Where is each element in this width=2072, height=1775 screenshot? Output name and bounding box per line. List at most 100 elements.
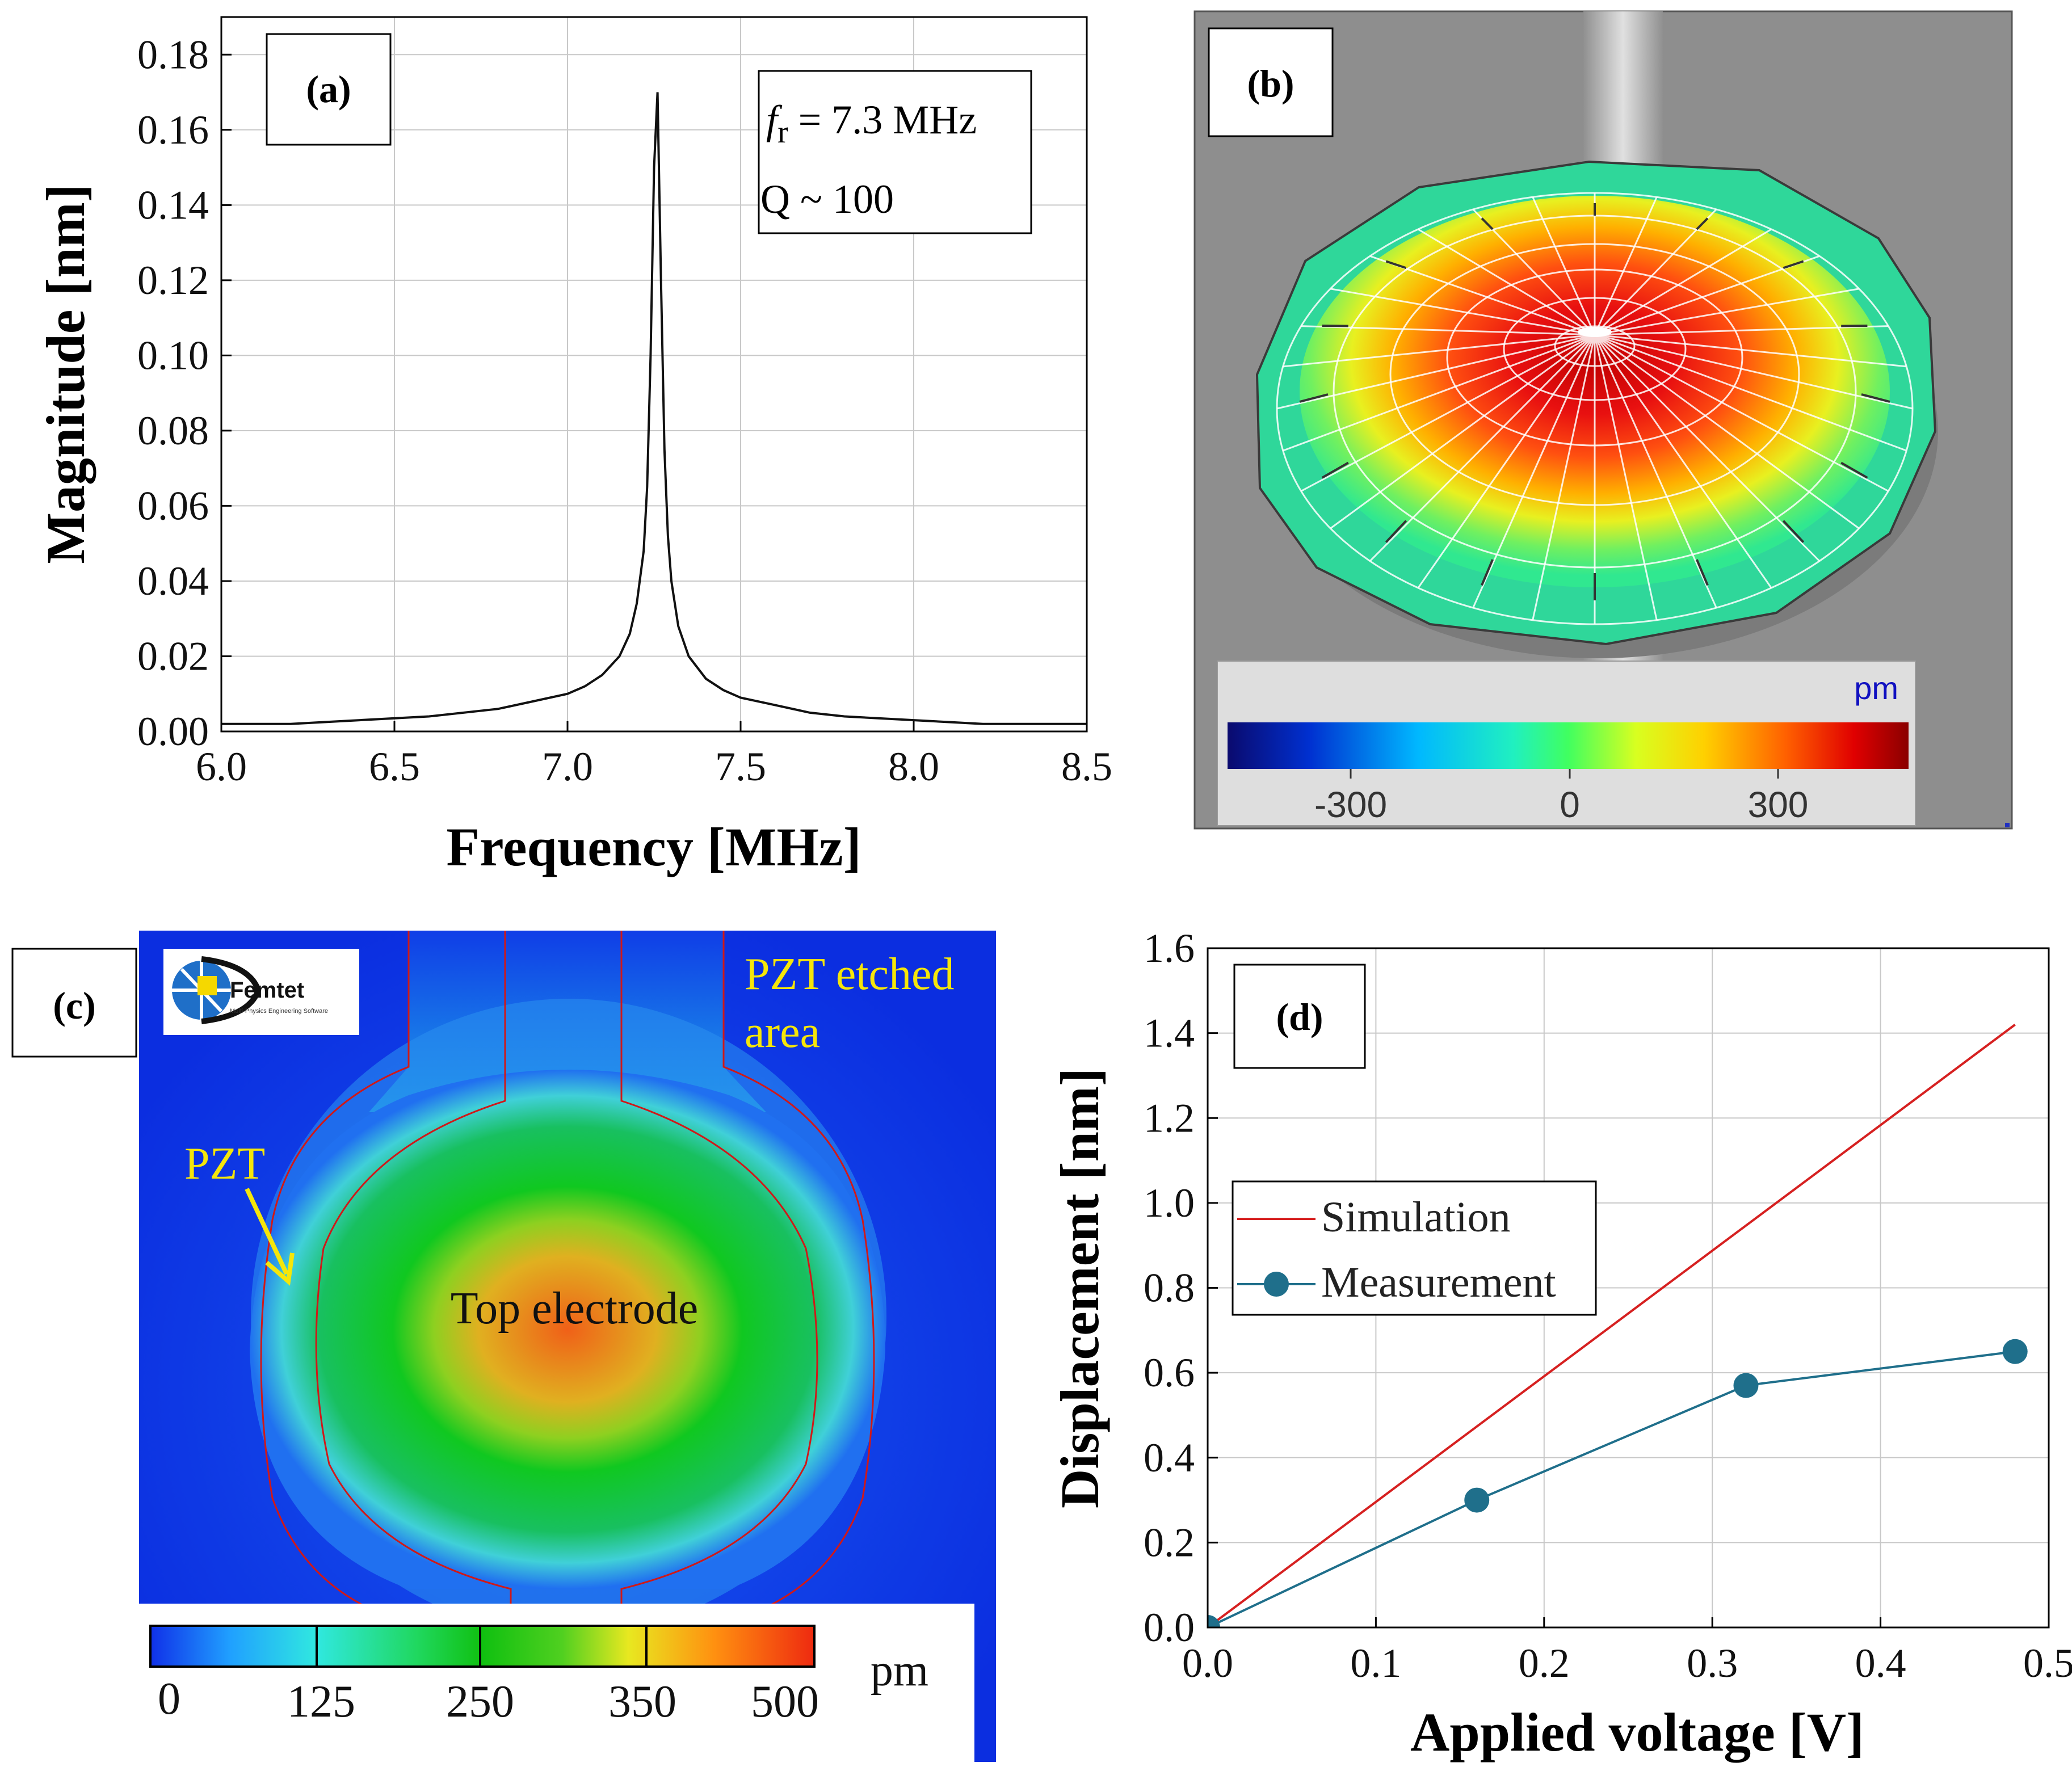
measurement-point	[2002, 1339, 2028, 1364]
x-axis-label-d: Applied voltage [V]	[1410, 1702, 1864, 1763]
y-tick-label: 0.16	[137, 107, 209, 153]
panel-label-c-box: (c)	[11, 948, 137, 1058]
y-tick-label: 0.10	[137, 333, 209, 378]
annotation-box-a: fr = 7.3 MHz Q ~ 100	[758, 70, 1032, 234]
y-tick-label: 0.06	[137, 483, 209, 528]
legend-measurement-marker	[1264, 1272, 1289, 1297]
mesh-tick	[1782, 520, 1805, 543]
colorbar-unit-c: pm	[871, 1646, 928, 1696]
panel-label-b-box: (b)	[1208, 27, 1334, 137]
mesh-tick	[1299, 393, 1329, 403]
logo-text: Femtet	[230, 978, 304, 1003]
mesh-line	[1532, 196, 1596, 335]
femtet-logo: Femtet Multi-Physics Engineering Softwar…	[163, 949, 359, 1035]
y-tick-label: 1.0	[1144, 1180, 1195, 1226]
plot-frame-d	[1207, 947, 2050, 1629]
y-axis-label-a: Magnitude [nm]	[35, 184, 96, 563]
mesh-line	[1330, 288, 1595, 336]
measurement-point	[1733, 1373, 1759, 1398]
deformed-disc	[1255, 160, 1937, 646]
mesh-line	[1594, 334, 1860, 529]
mesh-line	[1594, 334, 1717, 608]
top-electrode-label: Top electrode	[451, 1284, 698, 1334]
x-tick-label: 0.5	[2023, 1641, 2072, 1686]
panel-label-a: (a)	[306, 68, 351, 111]
mesh-tick	[1696, 217, 1709, 230]
legend-measurement-label: Measurement	[1321, 1259, 1556, 1306]
mesh-line	[1417, 334, 1596, 588]
x-tick-label: 0.2	[1519, 1641, 1570, 1686]
x-tick-label: 8.5	[1061, 744, 1112, 789]
logo-subtext: Multi-Physics Engineering Software	[230, 1008, 328, 1015]
mesh-line	[1594, 196, 1658, 335]
panel-a: 6.0 6.5 7.0 7.5 8.0 8.5 0.00 0.02 0.04 0.06 0.08 0.…	[35, 16, 1112, 877]
magnitude-curve	[221, 92, 1087, 725]
ticks-d: 0.0 0.1 0.2 0.3 0.4 0.5 0.0 0.2 0.4 0.6 0.8 1.0 1.2 1…	[1144, 926, 2072, 1686]
etched-area-label-2: area	[745, 1007, 820, 1057]
mesh-line	[1594, 208, 1717, 336]
mesh-line	[1594, 334, 1889, 492]
mesh-tick	[1696, 559, 1709, 586]
colorbar-tick-c: 250	[446, 1677, 514, 1727]
etched-area-label: PZT etched	[745, 949, 955, 999]
panel-label-d: (d)	[1276, 995, 1323, 1038]
mesh-line	[1283, 334, 1595, 452]
x-tick-label: 0.3	[1687, 1641, 1738, 1686]
y-tick-label: 0.00	[137, 709, 209, 754]
mesh-line	[1594, 288, 1859, 336]
mesh-line	[1594, 334, 1658, 621]
mesh-line	[1594, 255, 1820, 336]
mesh-line	[1300, 334, 1595, 492]
colorbar-b: pm -300 0 300	[1217, 661, 1916, 826]
mesh-line	[1594, 334, 1907, 368]
ticks-a: 6.0 6.5 7.0 7.5 8.0 8.5 0.00 0.02 0.04 0.06 0.08 0.…	[137, 32, 1112, 789]
etched-boundary	[260, 931, 875, 1762]
resonance-annotation: fr = 7.3 MHz	[766, 97, 977, 150]
plot-frame-a	[220, 16, 1088, 733]
mesh-line	[1594, 325, 1889, 336]
mesh-line	[1594, 334, 1772, 588]
legend-simulation-label: Simulation	[1321, 1193, 1511, 1241]
x-tick-label: 6.5	[369, 744, 420, 789]
colorbar-tick-b: 300	[1748, 784, 1809, 825]
mesh-tick	[1481, 217, 1494, 230]
y-tick-label: 0.0	[1144, 1605, 1195, 1650]
mesh-tick	[1481, 559, 1494, 586]
colorbar-tick-c: 350	[608, 1677, 676, 1727]
mesh-line	[1594, 334, 1821, 562]
y-tick-label: 0.12	[137, 258, 209, 303]
panel-label-d-box: (d)	[1233, 964, 1366, 1069]
mesh-line	[1283, 334, 1595, 368]
panel-label-c: (c)	[53, 984, 95, 1027]
mesh-line	[1418, 228, 1595, 336]
y-tick-label: 0.04	[137, 558, 209, 604]
colorbar-c: 0 125 250 350 500 pm	[139, 1604, 974, 1762]
x-tick-label: 7.5	[715, 744, 766, 789]
mesh-line	[1276, 334, 1595, 410]
panel-label-a-box: (a)	[266, 33, 392, 146]
mesh-line	[1369, 334, 1596, 562]
x-tick-label: 0.0	[1182, 1641, 1233, 1686]
measurement-point	[1208, 1615, 1220, 1627]
mesh-line	[1532, 334, 1596, 621]
panel-b: pm -300 0 300 (b)	[1193, 10, 2013, 830]
panel-d: 0.0 0.1 0.2 0.3 0.4 0.5 0.0 0.2 0.4 0.6 0.8 1.0 1.2 1…	[1049, 926, 2072, 1763]
mesh-tick	[1783, 260, 1804, 270]
legend-d: Simulation Measurement	[1232, 1180, 1597, 1316]
mesh-tick	[1385, 260, 1407, 270]
mesh-tick	[1385, 520, 1407, 543]
y-tick-label: 0.14	[137, 182, 209, 228]
y-tick-label: 0.2	[1144, 1520, 1195, 1565]
x-tick-label: 6.0	[196, 744, 247, 789]
mesh-line	[1594, 334, 1913, 410]
measurement-point	[1464, 1487, 1490, 1513]
colorbar-tick-b: 0	[1560, 784, 1580, 825]
q-annotation: Q ~ 100	[760, 176, 894, 222]
y-tick-label: 1.2	[1144, 1095, 1195, 1141]
mesh-line	[1301, 325, 1595, 336]
colorbar-tick-b: -300	[1314, 784, 1387, 825]
x-tick-label: 0.4	[1855, 1641, 1906, 1686]
x-tick-label: 8.0	[888, 744, 939, 789]
mesh-tick	[1861, 393, 1890, 403]
